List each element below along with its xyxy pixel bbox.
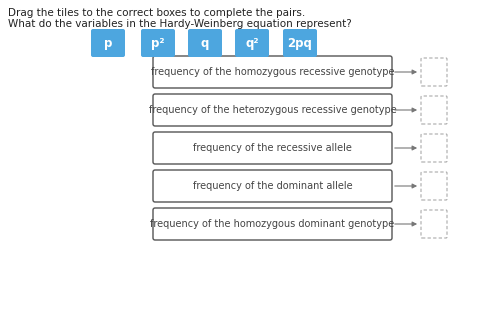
Text: What do the variables in the Hardy-Weinberg equation represent?: What do the variables in the Hardy-Weinb… — [8, 19, 352, 29]
FancyBboxPatch shape — [283, 29, 317, 57]
Text: frequency of the homozygous dominant genotype: frequency of the homozygous dominant gen… — [150, 219, 394, 229]
Text: frequency of the homozygous recessive genotype: frequency of the homozygous recessive ge… — [151, 67, 394, 77]
FancyBboxPatch shape — [421, 210, 447, 238]
Text: frequency of the dominant allele: frequency of the dominant allele — [192, 181, 352, 191]
FancyBboxPatch shape — [141, 29, 175, 57]
Text: frequency of the heterozygous recessive genotype: frequency of the heterozygous recessive … — [148, 105, 396, 115]
FancyBboxPatch shape — [188, 29, 222, 57]
Text: p: p — [104, 37, 112, 49]
FancyBboxPatch shape — [421, 96, 447, 124]
FancyBboxPatch shape — [153, 170, 392, 202]
FancyBboxPatch shape — [153, 208, 392, 240]
Text: q²: q² — [245, 37, 259, 49]
FancyBboxPatch shape — [421, 134, 447, 162]
Text: p²: p² — [151, 37, 165, 49]
FancyBboxPatch shape — [421, 58, 447, 86]
FancyBboxPatch shape — [153, 56, 392, 88]
FancyBboxPatch shape — [235, 29, 269, 57]
Text: q: q — [201, 37, 209, 49]
Text: Drag the tiles to the correct boxes to complete the pairs.: Drag the tiles to the correct boxes to c… — [8, 8, 305, 18]
FancyBboxPatch shape — [91, 29, 125, 57]
FancyBboxPatch shape — [153, 132, 392, 164]
Text: frequency of the recessive allele: frequency of the recessive allele — [193, 143, 352, 153]
Text: 2pq: 2pq — [288, 37, 312, 49]
FancyBboxPatch shape — [421, 172, 447, 200]
FancyBboxPatch shape — [153, 94, 392, 126]
